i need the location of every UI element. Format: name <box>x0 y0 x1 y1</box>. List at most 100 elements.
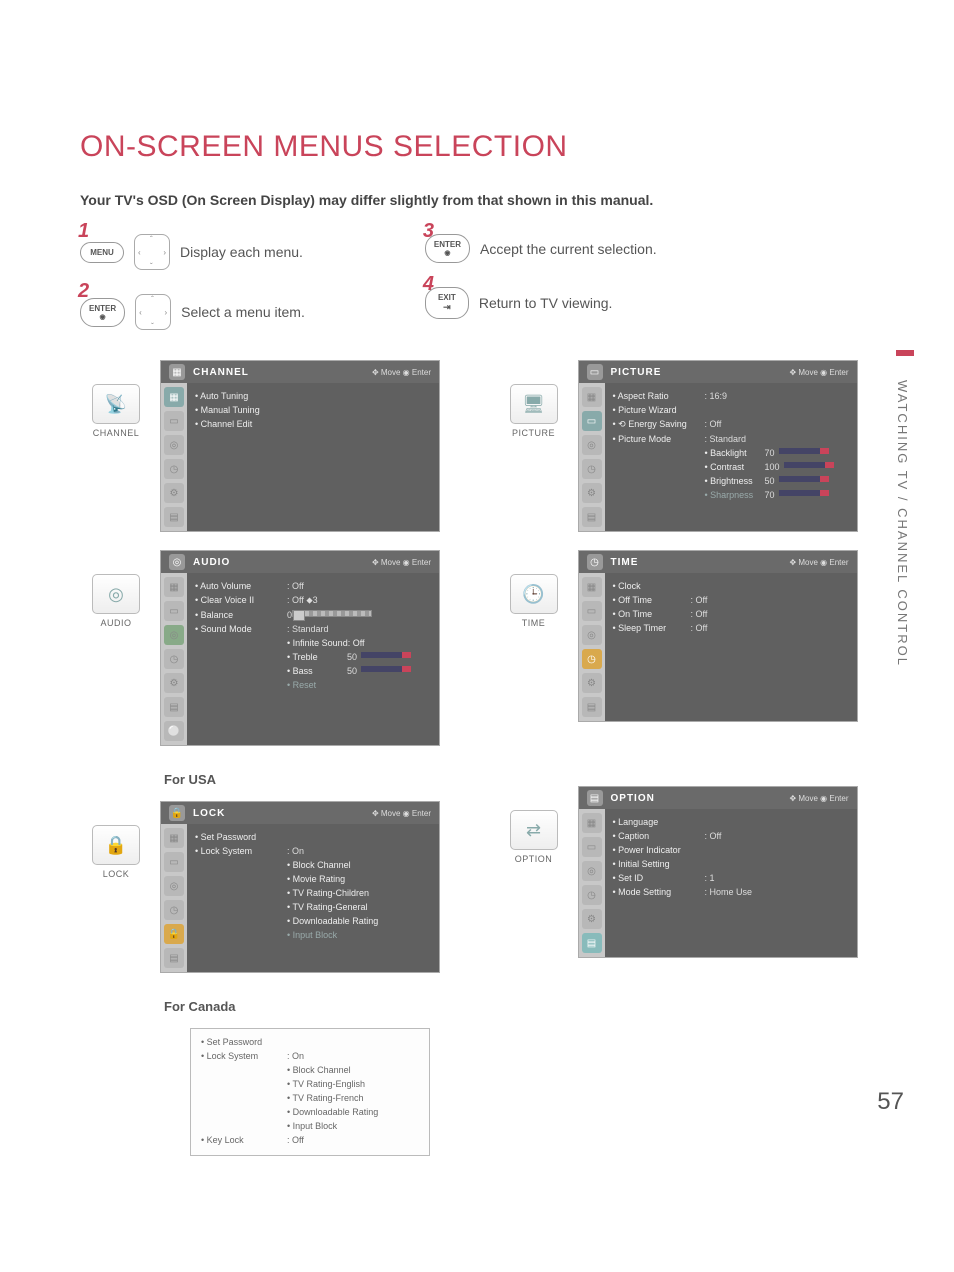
side-icon: ◷ <box>164 649 184 669</box>
step-num: 1 <box>78 220 89 243</box>
time-list: Clock Off Time: Off On Time: Off Sleep T… <box>605 573 857 721</box>
option-header-icon: ▤ <box>587 790 603 806</box>
side-icon: ▭ <box>164 601 184 621</box>
side-icon: ▭ <box>582 837 602 857</box>
sub-item: • Bass <box>287 666 347 676</box>
side-icon: ▭ <box>164 852 184 872</box>
side-icon: ▤ <box>582 933 602 953</box>
picture-tag-label: PICTURE <box>512 428 555 438</box>
step-3: 3 ENTER Accept the current selection. <box>425 234 657 263</box>
side-icon: ▤ <box>582 507 602 527</box>
list-item: Manual Tuning <box>195 405 287 415</box>
list-item: Lock System <box>195 846 287 856</box>
audio-panel: ◎ AUDIO ◎ AUDIO ✥ Move ◉ Enter ▦ ▭ ◎ ◷ ⚙ <box>80 550 462 746</box>
list-item: Off Time <box>613 595 691 605</box>
picture-header-icon: ▭ <box>587 364 603 380</box>
sub-item: • Downloadable Rating <box>287 1107 378 1117</box>
side-icon: ▦ <box>164 577 184 597</box>
osd-hints: ✥ Move ◉ Enter <box>789 558 848 567</box>
audio-tag-icon: ◎ <box>92 574 140 614</box>
step-1: 1 MENU Display each menu. <box>80 234 305 270</box>
sub-item: • TV Rating-English <box>287 1079 365 1089</box>
sub-value: 100 <box>765 462 780 472</box>
side-icon: ◎ <box>582 435 602 455</box>
list-item: Balance <box>195 610 287 620</box>
for-usa-label: For USA <box>164 772 216 787</box>
steps-row: 1 MENU Display each menu. 2 ENTER Select… <box>80 234 879 330</box>
list-value: : Home Use <box>705 887 753 897</box>
step-text: Accept the current selection. <box>480 241 657 257</box>
side-icon: ◷ <box>582 459 602 479</box>
list-value: : Off <box>691 623 708 633</box>
side-icon: ▤ <box>164 948 184 968</box>
side-icon: ◎ <box>164 625 184 645</box>
osd-title: OPTION <box>611 793 655 804</box>
sub-item: • Downloadable Rating <box>287 916 427 926</box>
slider-bar <box>779 476 829 482</box>
osd-hints: ✥ Move ◉ Enter <box>372 368 431 377</box>
list-value: : Off <box>705 831 722 841</box>
page-subtitle: Your TV's OSD (On Screen Display) may di… <box>80 192 879 208</box>
list-item: Mode Setting <box>613 887 705 897</box>
step-num: 4 <box>423 273 434 296</box>
audio-header-icon: ◎ <box>169 554 185 570</box>
osd-title: PICTURE <box>611 367 662 378</box>
menu-button-icon: MENU <box>80 242 124 263</box>
picture-list: Aspect Ratio: 16:9 Picture Wizard ⟲ Ener… <box>605 383 857 531</box>
canada-box: • Set Password • Lock System: On • Block… <box>190 1028 430 1156</box>
list-item: ⟲ Energy Saving <box>613 419 705 430</box>
side-icon: ◷ <box>164 900 184 920</box>
picture-tag-icon: 🖥 <box>510 384 558 424</box>
osd-hints: ✥ Move ◉ Enter <box>372 809 431 818</box>
osd-hints: ✥ Move ◉ Enter <box>789 368 848 377</box>
list-item: Initial Setting <box>613 859 705 869</box>
picture-panel: 🖥 PICTURE ▭ PICTURE ✥ Move ◉ Enter ▦ ▭ ◎… <box>498 360 880 532</box>
list-item: • Key Lock <box>201 1135 287 1145</box>
step-text: Select a menu item. <box>181 304 305 320</box>
sub-item: • TV Rating-General <box>287 902 427 912</box>
list-item: Clear Voice II <box>195 595 287 606</box>
channel-tag-label: CHANNEL <box>93 428 140 438</box>
list-value: : On <box>287 846 304 856</box>
list-item: Picture Wizard <box>613 405 705 415</box>
side-icon: ◷ <box>164 459 184 479</box>
step-num: 3 <box>423 220 434 243</box>
side-icon: ▦ <box>582 813 602 833</box>
time-tag-icon: 🕒 <box>510 574 558 614</box>
lock-canada-panel: For Canada • Set Password • Lock System:… <box>80 991 462 1156</box>
sub-value: 50 <box>765 476 775 486</box>
slider-bar <box>361 666 411 672</box>
sub-item: • Block Channel <box>287 860 427 870</box>
option-list: Language Caption: Off Power Indicator In… <box>605 809 857 957</box>
channel-header-icon: ▦ <box>169 364 185 380</box>
list-item: Set Password <box>195 832 287 842</box>
slider-bar <box>784 462 834 468</box>
list-value: : On <box>287 1051 304 1061</box>
list-item: Auto Volume <box>195 581 287 591</box>
step-2: 2 ENTER Select a menu item. <box>80 294 305 330</box>
slider-bar <box>779 490 829 496</box>
side-icon: ◷ <box>582 649 602 669</box>
list-value: : Standard <box>705 434 747 444</box>
osd-hints: ✥ Move ◉ Enter <box>372 558 431 567</box>
step-num: 2 <box>78 280 89 303</box>
side-icon: ⚙ <box>582 673 602 693</box>
list-item: Language <box>613 817 705 827</box>
for-canada-label: For Canada <box>164 999 236 1014</box>
list-item: Set ID <box>613 873 705 883</box>
sub-item: • Contrast <box>705 462 765 472</box>
step-text: Return to TV viewing. <box>479 295 613 311</box>
dpad-icon <box>135 294 171 330</box>
lock-usa-panel: For USA 🔒 LOCK 🔒 LOCK ✥ Move ◉ Enter ▦ <box>80 764 462 973</box>
sub-value: 70 <box>765 490 775 500</box>
side-icon: ⚙ <box>164 483 184 503</box>
sub-item: • Backlight <box>705 448 765 458</box>
sub-item: • Block Channel <box>287 1065 351 1075</box>
lock-list: Set Password Lock System: On • Block Cha… <box>187 824 439 972</box>
sub-item: • Sharpness <box>705 490 765 500</box>
side-icon: ⚪ <box>164 721 184 741</box>
time-tag-label: TIME <box>522 618 546 628</box>
list-item: Auto Tuning <box>195 391 287 401</box>
list-value: : Off <box>691 609 708 619</box>
page-title: ON-SCREEN MENUS SELECTION <box>80 130 879 164</box>
